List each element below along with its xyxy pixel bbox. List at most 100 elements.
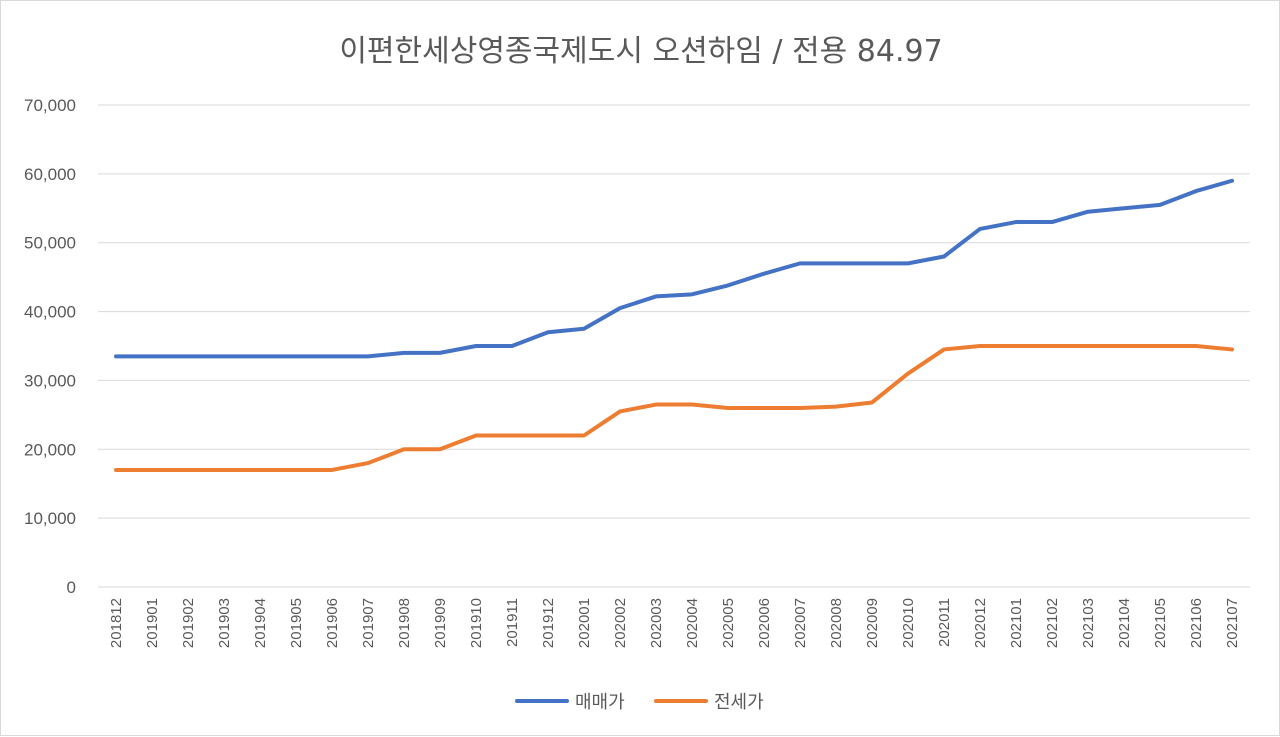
- data-point-series-1[interactable]: [798, 406, 802, 410]
- data-point-series-0[interactable]: [870, 261, 874, 265]
- gridlines: [98, 104, 1250, 588]
- x-tick-label: 201910: [468, 598, 485, 648]
- data-point-series-1[interactable]: [258, 468, 262, 472]
- data-point-series-0[interactable]: [1158, 203, 1162, 207]
- series-line-0[interactable]: [114, 178, 1234, 359]
- data-point-series-1[interactable]: [726, 406, 730, 410]
- x-tick-label: 201903: [216, 598, 233, 648]
- data-point-series-1[interactable]: [870, 400, 874, 404]
- x-tick-label: 202006: [756, 598, 773, 648]
- data-point-series-1[interactable]: [582, 434, 586, 438]
- data-point-series-1[interactable]: [294, 468, 298, 472]
- x-tick-label: 202002: [612, 598, 629, 648]
- data-point-series-0[interactable]: [294, 354, 298, 358]
- y-tick-label: 0: [67, 578, 76, 597]
- data-point-series-0[interactable]: [366, 354, 370, 358]
- y-axis-ticks: 0 10,000 20,000 30,000 40,000 50,000 60,000 70,…: [24, 96, 76, 597]
- data-point-series-0[interactable]: [438, 351, 442, 355]
- data-point-series-0[interactable]: [222, 354, 226, 358]
- x-tick-label: 202105: [1152, 598, 1169, 648]
- data-point-series-1[interactable]: [1014, 344, 1018, 348]
- data-point-series-0[interactable]: [114, 354, 118, 358]
- data-point-series-1[interactable]: [1122, 344, 1126, 348]
- x-tick-label: 202101: [1008, 598, 1025, 648]
- x-tick-label: 201904: [252, 598, 269, 648]
- data-point-series-1[interactable]: [1194, 344, 1198, 348]
- data-point-series-0[interactable]: [1194, 189, 1198, 193]
- data-point-series-1[interactable]: [654, 403, 658, 407]
- data-point-series-0[interactable]: [258, 354, 262, 358]
- x-tick-label: 202104: [1116, 598, 1133, 648]
- series-line-1[interactable]: [114, 344, 1234, 472]
- data-point-series-0[interactable]: [726, 283, 730, 287]
- data-point-series-1[interactable]: [186, 468, 190, 472]
- data-point-series-0[interactable]: [798, 261, 802, 265]
- data-point-series-1[interactable]: [762, 406, 766, 410]
- x-tick-label: 202010: [900, 598, 917, 648]
- x-tick-label: 202107: [1224, 598, 1241, 648]
- data-point-series-1[interactable]: [834, 405, 838, 409]
- x-axis-ticks: 201812 201901 201902 201903 201904 201905 2019…: [108, 598, 1241, 648]
- data-point-series-1[interactable]: [1158, 344, 1162, 348]
- data-point-series-1[interactable]: [114, 468, 118, 472]
- data-point-series-1[interactable]: [330, 468, 334, 472]
- data-point-series-0[interactable]: [1230, 179, 1234, 183]
- data-point-series-0[interactable]: [690, 292, 694, 296]
- x-tick-label: 201906: [324, 598, 341, 648]
- data-point-series-1[interactable]: [366, 461, 370, 465]
- x-tick-label: 202005: [720, 598, 737, 648]
- x-tick-label: 202008: [828, 598, 845, 648]
- x-tick-label: 202103: [1080, 598, 1097, 648]
- y-tick-label: 20,000: [24, 440, 76, 459]
- data-point-series-1[interactable]: [690, 403, 694, 407]
- data-point-series-1[interactable]: [510, 434, 514, 438]
- data-point-series-0[interactable]: [1014, 220, 1018, 224]
- data-point-series-0[interactable]: [474, 344, 478, 348]
- legend-label-series-0: 매매가: [575, 692, 625, 713]
- data-point-series-1[interactable]: [1230, 347, 1234, 351]
- data-point-series-1[interactable]: [474, 434, 478, 438]
- data-point-series-0[interactable]: [510, 344, 514, 348]
- data-point-series-1[interactable]: [618, 409, 622, 413]
- data-point-series-0[interactable]: [654, 294, 658, 298]
- data-point-series-1[interactable]: [1086, 344, 1090, 348]
- data-point-series-1[interactable]: [1050, 344, 1054, 348]
- data-point-series-1[interactable]: [906, 372, 910, 376]
- data-point-series-0[interactable]: [618, 306, 622, 310]
- x-tick-label: 201902: [180, 598, 197, 648]
- data-point-series-1[interactable]: [942, 347, 946, 351]
- data-point-series-0[interactable]: [762, 272, 766, 276]
- data-point-series-0[interactable]: [1086, 210, 1090, 214]
- data-point-series-0[interactable]: [1122, 206, 1126, 210]
- x-tick-label: 201909: [432, 598, 449, 648]
- data-point-series-0[interactable]: [1050, 220, 1054, 224]
- data-point-series-1[interactable]: [150, 468, 154, 472]
- data-point-series-0[interactable]: [186, 354, 190, 358]
- x-tick-label: 201912: [540, 598, 557, 648]
- data-point-series-1[interactable]: [402, 447, 406, 451]
- y-tick-label: 30,000: [24, 371, 76, 390]
- data-point-series-1[interactable]: [222, 468, 226, 472]
- data-point-series-1[interactable]: [546, 434, 550, 438]
- data-point-series-1[interactable]: [438, 447, 442, 451]
- x-tick-label: 201901: [144, 598, 161, 648]
- data-point-series-0[interactable]: [978, 227, 982, 231]
- legend[interactable]: 매매가 전세가: [515, 692, 764, 713]
- y-tick-label: 70,000: [24, 96, 76, 115]
- x-tick-label: 201911: [504, 598, 521, 647]
- data-point-series-0[interactable]: [402, 351, 406, 355]
- data-point-series-0[interactable]: [582, 327, 586, 331]
- data-point-series-0[interactable]: [834, 261, 838, 265]
- x-tick-label: 202003: [648, 598, 665, 648]
- data-point-series-0[interactable]: [942, 254, 946, 258]
- data-point-series-0[interactable]: [150, 354, 154, 358]
- x-tick-label: 202009: [864, 598, 881, 648]
- data-point-series-0[interactable]: [546, 330, 550, 334]
- x-tick-label: 202004: [684, 598, 701, 648]
- data-point-series-1[interactable]: [978, 344, 982, 348]
- data-point-series-0[interactable]: [906, 261, 910, 265]
- data-point-series-0[interactable]: [330, 354, 334, 358]
- x-tick-label: 202106: [1188, 598, 1205, 648]
